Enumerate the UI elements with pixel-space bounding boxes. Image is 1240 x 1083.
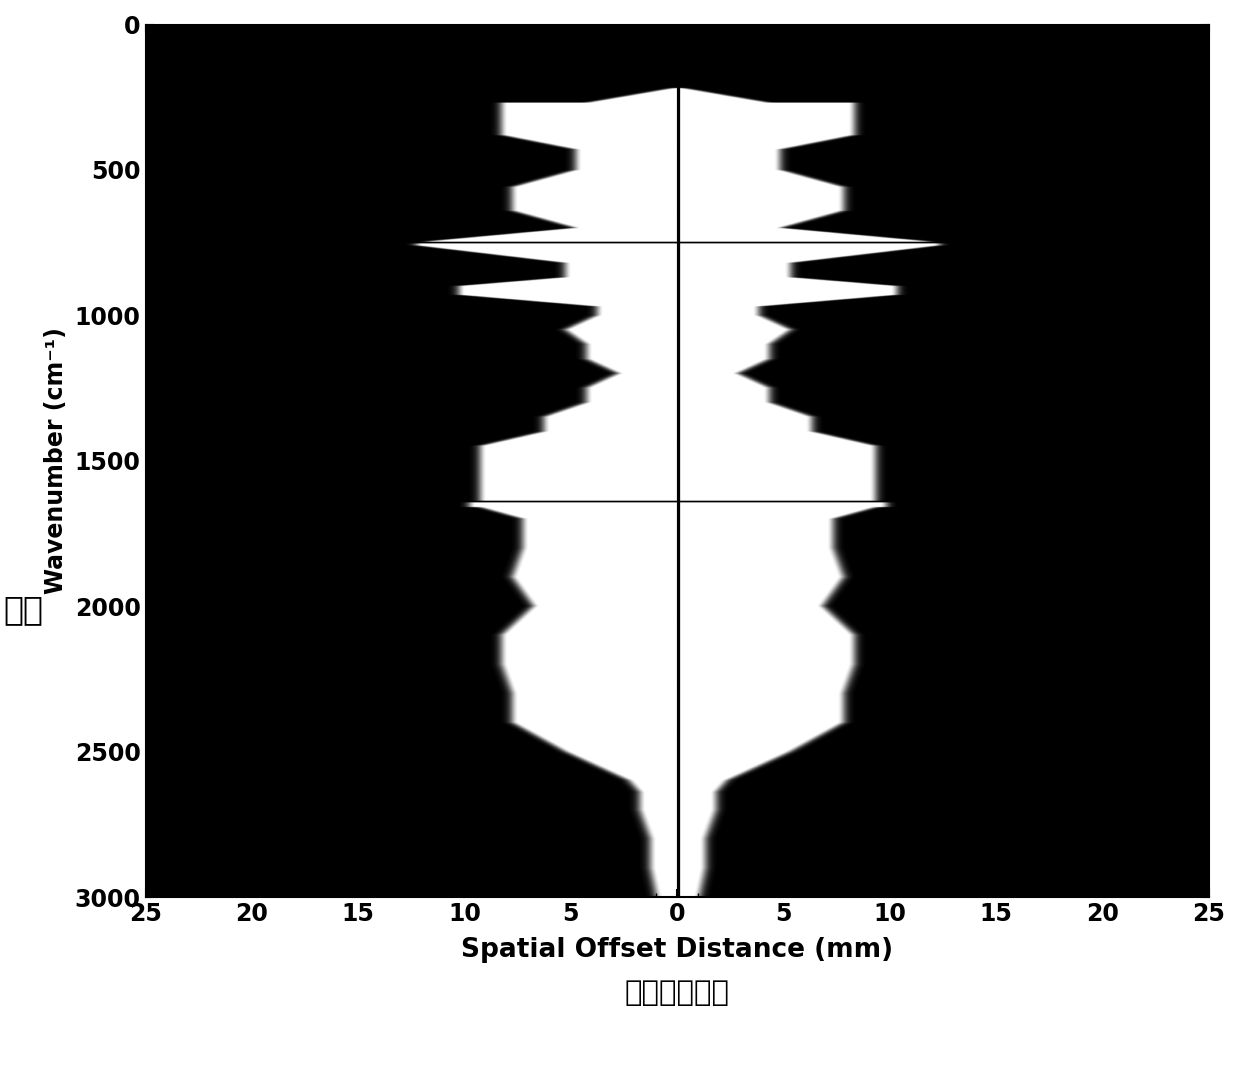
Text: 光谱偏移距离: 光谱偏移距离 [625, 979, 729, 1007]
Text: 波数: 波数 [4, 592, 43, 626]
Y-axis label: Wavenumber (cm⁻¹): Wavenumber (cm⁻¹) [43, 327, 68, 595]
X-axis label: Spatial Offset Distance (mm): Spatial Offset Distance (mm) [461, 937, 893, 963]
